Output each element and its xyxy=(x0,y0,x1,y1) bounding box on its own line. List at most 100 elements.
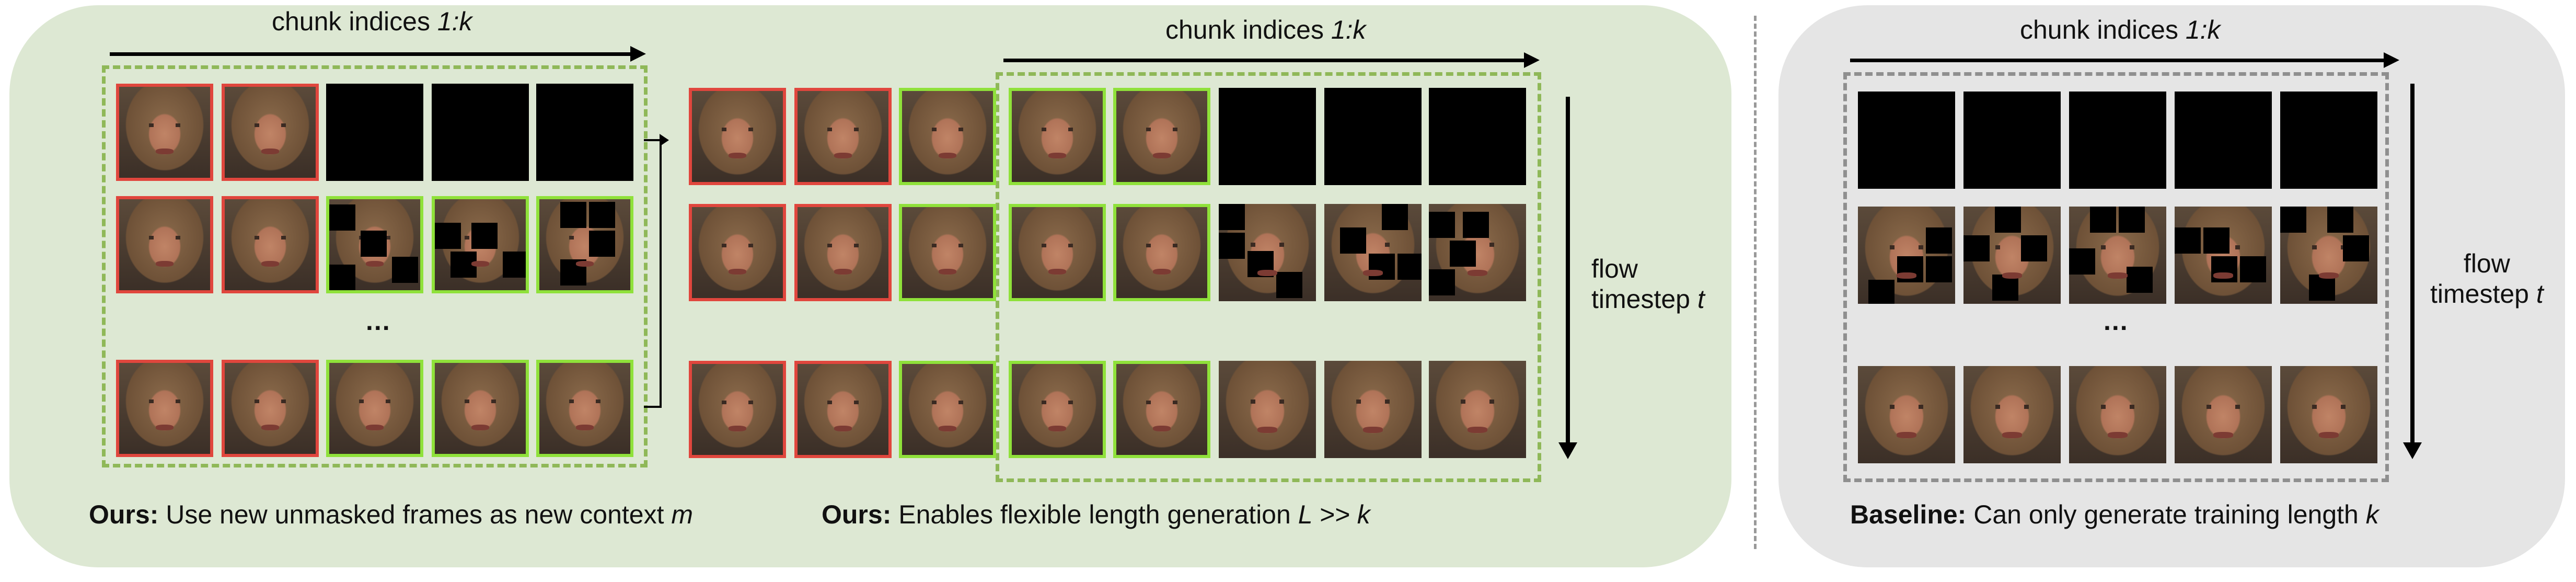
masked-frame xyxy=(1429,88,1526,185)
noise-patch-icon xyxy=(1992,275,2018,301)
generated-frame xyxy=(2069,366,2166,463)
noise-patch-icon xyxy=(450,252,477,278)
context-frame xyxy=(222,360,319,457)
noise-patch-icon xyxy=(2211,256,2237,282)
masked-frame xyxy=(1858,92,1955,189)
noise-patch-icon xyxy=(2309,275,2335,301)
noise-patch-icon xyxy=(589,202,615,228)
noise-patch-icon xyxy=(1219,204,1245,230)
noise-patch-icon xyxy=(2327,207,2353,233)
chunk-indices-arrow-middle xyxy=(1003,52,1540,68)
noise-patch-icon xyxy=(560,202,586,228)
noise-patch-icon xyxy=(1276,272,1302,298)
noise-patch-icon xyxy=(1429,269,1455,295)
flow-timestep-label-baseline: flow timestep t xyxy=(2430,249,2544,309)
ellipsis: ... xyxy=(366,306,391,336)
generated-frame xyxy=(899,204,996,301)
noise-patch-icon xyxy=(1897,256,1923,282)
noise-patch-icon xyxy=(503,252,526,278)
chunk-indices-arrow-baseline xyxy=(1850,52,2399,68)
chunk-indices-label-left: chunk indices 1:k xyxy=(272,7,472,36)
noise-patch-icon xyxy=(2119,207,2145,233)
noise-patch-icon xyxy=(2069,248,2095,275)
ellipsis: ... xyxy=(2104,306,2129,336)
noise-patch-icon xyxy=(1868,280,1895,304)
generated-frame xyxy=(1009,361,1106,458)
context-frame xyxy=(116,84,213,181)
masked-frame xyxy=(536,84,633,181)
generated-frame xyxy=(1324,361,1422,458)
flow-timestep-arrow-ours xyxy=(1558,97,1577,459)
noise-patch-icon xyxy=(1219,233,1245,259)
noise-patch-icon xyxy=(2090,207,2116,233)
noisy-frame xyxy=(1219,204,1316,301)
noise-patch-icon xyxy=(1369,254,1395,280)
noise-patch-icon xyxy=(560,259,586,286)
chunk-indices-label-baseline: chunk indices 1:k xyxy=(2020,15,2221,44)
noise-patch-icon xyxy=(1963,235,1990,261)
generated-frame xyxy=(1113,361,1210,458)
panel-separator xyxy=(1754,16,1757,549)
noise-patch-icon xyxy=(1450,241,1476,267)
generated-frame xyxy=(326,360,423,457)
noise-patch-icon xyxy=(329,265,355,290)
generated-frame xyxy=(1113,88,1210,185)
noise-patch-icon xyxy=(392,257,418,283)
noisy-frame xyxy=(536,196,633,293)
chunk-indices-label-middle: chunk indices 1:k xyxy=(1165,15,1366,44)
context-frame xyxy=(689,88,786,185)
generated-frame xyxy=(1113,204,1210,301)
noise-patch-icon xyxy=(1926,227,1952,254)
noise-patch-icon xyxy=(435,223,461,249)
noise-patch-icon xyxy=(329,204,355,231)
context-frame xyxy=(222,84,319,181)
masked-frame xyxy=(1219,88,1316,185)
noise-patch-icon xyxy=(1926,256,1952,282)
caption-middle: Ours: Enables flexible length generation… xyxy=(822,500,1370,529)
context-frame xyxy=(116,360,213,457)
context-frame xyxy=(689,361,786,458)
noisy-frame xyxy=(2175,207,2272,304)
masked-frame xyxy=(432,84,529,181)
generated-frame xyxy=(1009,204,1106,301)
noise-patch-icon xyxy=(2343,235,2369,261)
noise-patch-icon xyxy=(1382,204,1408,230)
masked-frame xyxy=(326,84,423,181)
generated-frame xyxy=(1429,361,1526,458)
noisy-frame xyxy=(1963,207,2061,304)
baseline-dashed-box xyxy=(1843,72,2389,482)
noise-patch-icon xyxy=(2240,256,2266,282)
masked-frame xyxy=(2069,92,2166,189)
noise-patch-icon xyxy=(2175,227,2201,254)
flow-timestep-arrow-baseline xyxy=(2403,84,2422,459)
noise-patch-icon xyxy=(589,231,615,257)
generated-frame xyxy=(1219,361,1316,458)
noisy-frame xyxy=(432,196,529,293)
noise-patch-icon xyxy=(2203,227,2230,254)
caption-left: Ours: Use new unmasked frames as new con… xyxy=(89,500,694,529)
generated-frame xyxy=(2175,366,2272,463)
noise-patch-icon xyxy=(1247,251,1274,277)
noise-patch-icon xyxy=(471,223,498,249)
masked-frame xyxy=(2175,92,2272,189)
masked-frame xyxy=(1963,92,2061,189)
context-dashed-box-left xyxy=(102,65,648,467)
generation-dashed-box-middle xyxy=(996,72,1541,482)
generated-frame xyxy=(899,361,996,458)
generated-frame xyxy=(432,360,529,457)
noisy-frame xyxy=(2280,207,2377,304)
noise-patch-icon xyxy=(1995,207,2021,233)
context-frame xyxy=(689,204,786,301)
context-frame xyxy=(794,88,892,185)
noisy-frame xyxy=(1324,204,1422,301)
masked-frame xyxy=(1324,88,1422,185)
context-frame xyxy=(794,361,892,458)
generated-frame xyxy=(1963,366,2061,463)
noise-patch-icon xyxy=(1463,212,1489,238)
generated-frame xyxy=(536,360,633,457)
context-frame xyxy=(222,196,319,293)
context-frame xyxy=(794,204,892,301)
noise-patch-icon xyxy=(2280,207,2306,233)
caption-right: Baseline: Can only generate training len… xyxy=(1850,500,2379,529)
masked-frame xyxy=(2280,92,2377,189)
